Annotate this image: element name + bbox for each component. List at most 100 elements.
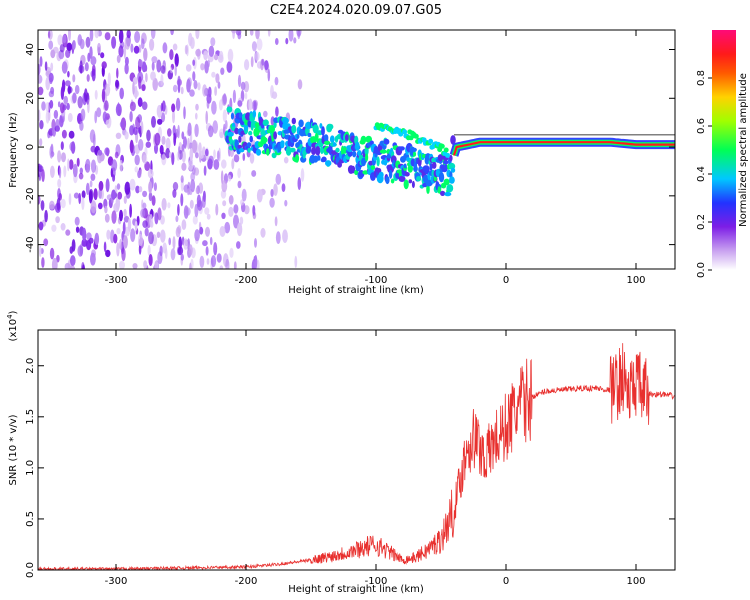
- noise-blob: [180, 253, 184, 261]
- noise-blob: [142, 154, 148, 165]
- noise-blob: [137, 59, 143, 67]
- noise-blob: [240, 81, 246, 91]
- noise-blob: [254, 51, 260, 61]
- y-tick-label: 20: [25, 92, 36, 105]
- noise-blob: [112, 174, 116, 182]
- band-blob: [321, 126, 325, 136]
- noise-blob: [61, 61, 68, 74]
- noise-blob: [111, 159, 118, 172]
- noise-blob: [294, 255, 298, 268]
- noise-blob: [60, 86, 65, 100]
- noise-blob: [124, 56, 129, 66]
- noise-blob: [219, 226, 226, 237]
- noise-blob: [185, 207, 191, 216]
- noise-blob: [140, 121, 144, 134]
- noise-blob: [141, 84, 146, 92]
- band-blob: [450, 167, 456, 173]
- noise-blob: [116, 54, 121, 64]
- noise-blob: [148, 254, 153, 266]
- noise-blob: [141, 38, 145, 50]
- noise-blob: [232, 89, 236, 103]
- band-blob: [289, 147, 296, 153]
- noise-blob: [172, 109, 175, 124]
- noise-blob: [192, 71, 196, 82]
- noise-blob: [90, 173, 96, 181]
- noise-blob: [85, 182, 90, 195]
- noise-blob: [51, 257, 58, 269]
- noise-blob: [138, 76, 142, 90]
- noise-blob: [174, 53, 179, 67]
- noise-blob: [81, 196, 85, 210]
- noise-blob: [88, 190, 93, 204]
- noise-blob: [85, 36, 91, 48]
- noise-blob: [105, 178, 110, 193]
- noise-blob: [202, 240, 208, 247]
- noise-blob: [151, 61, 155, 71]
- noise-blob: [194, 123, 199, 138]
- noise-blob: [283, 156, 289, 164]
- noise-blob: [69, 265, 75, 269]
- noise-blob: [38, 165, 44, 172]
- noise-blob: [205, 246, 209, 256]
- noise-blob: [181, 131, 185, 140]
- band-blob: [261, 137, 268, 143]
- noise-blob: [124, 36, 131, 50]
- spectrogram-frame: [37, 29, 676, 270]
- noise-blob: [200, 63, 205, 71]
- noise-blob: [202, 84, 208, 97]
- noise-blob: [98, 180, 104, 191]
- noise-blob: [78, 172, 84, 180]
- noise-blob: [77, 96, 83, 109]
- band-blob: [317, 155, 321, 161]
- noise-blob: [141, 101, 148, 110]
- spectrogram-y-axis-label: Frequency (Hz): [8, 112, 19, 188]
- noise-blob: [195, 112, 198, 120]
- noise-blob: [65, 80, 71, 87]
- noise-blob: [241, 188, 247, 202]
- noise-blob: [183, 106, 186, 120]
- noise-blob: [205, 226, 210, 237]
- band-blob: [360, 135, 367, 144]
- arc-blob: [402, 129, 408, 135]
- noise-blob: [250, 56, 254, 68]
- band-blob: [262, 119, 269, 126]
- noise-blob: [41, 169, 45, 182]
- y-tick-label: 40: [25, 43, 36, 56]
- noise-blob: [162, 42, 168, 54]
- noise-blob: [68, 30, 71, 41]
- band-blob: [376, 156, 380, 167]
- noise-blob: [74, 216, 80, 226]
- noise-blob: [104, 83, 111, 97]
- noise-blob: [124, 131, 129, 140]
- noise-blob: [236, 241, 241, 249]
- noise-blob: [104, 32, 111, 41]
- noise-blob: [88, 237, 94, 244]
- noise-blob: [135, 185, 140, 194]
- noise-blob: [176, 151, 180, 161]
- noise-blob: [207, 158, 213, 170]
- noise-blob: [148, 181, 153, 194]
- spectrogram-marks: [38, 30, 675, 269]
- band-blob: [247, 147, 251, 153]
- band-blob: [280, 140, 285, 149]
- noise-blob: [216, 253, 222, 263]
- x-tick-label: -300: [105, 576, 128, 587]
- noise-blob: [134, 166, 139, 173]
- noise-blob: [249, 30, 254, 36]
- band-blob: [441, 163, 448, 173]
- band-blob: [332, 142, 336, 147]
- band-blob: [365, 153, 369, 162]
- noise-blob: [175, 226, 181, 238]
- noise-blob: [211, 71, 216, 78]
- noise-blob: [193, 80, 198, 90]
- noise-blob: [133, 126, 138, 136]
- noise-blob: [93, 188, 98, 201]
- noise-blob: [189, 199, 194, 209]
- band-blob: [238, 135, 242, 143]
- band-blob: [238, 112, 243, 119]
- noise-blob: [191, 139, 198, 154]
- noise-blob: [150, 71, 156, 81]
- noise-blob: [49, 77, 53, 85]
- band-blob: [312, 124, 319, 134]
- noise-blob: [160, 74, 164, 86]
